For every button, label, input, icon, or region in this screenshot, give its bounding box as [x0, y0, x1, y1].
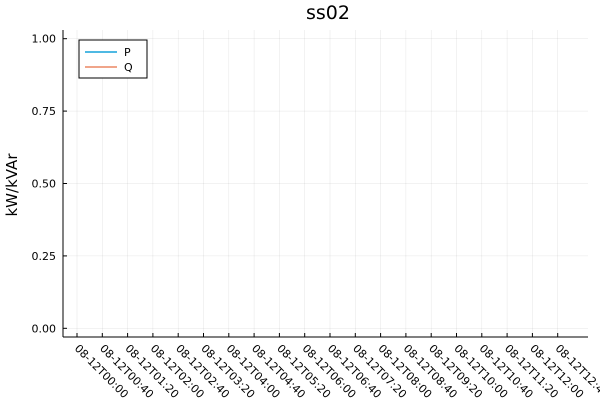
legend: PQ	[78, 39, 148, 79]
grid	[63, 30, 588, 337]
y-axis-label: kW/kVAr	[3, 153, 21, 217]
legend-box	[78, 39, 148, 79]
y-tick-label: 0.00	[32, 322, 57, 335]
chart-title: ss02	[306, 2, 350, 24]
axes	[62, 30, 588, 338]
legend-label-p: P	[124, 46, 131, 59]
y-tick-label: 0.75	[32, 105, 57, 118]
y-tick-labels: 0.00 0.25 0.50 0.75 1.00	[32, 33, 57, 336]
y-tick-label: 0.50	[32, 178, 57, 191]
y-tick-label: 0.25	[32, 250, 57, 263]
legend-label-q: Q	[124, 61, 133, 74]
x-tick-labels: 08-12T00:0008-12T00:4008-12T01:2008-12T0…	[72, 342, 600, 400]
y-tick-label: 1.00	[32, 33, 57, 46]
